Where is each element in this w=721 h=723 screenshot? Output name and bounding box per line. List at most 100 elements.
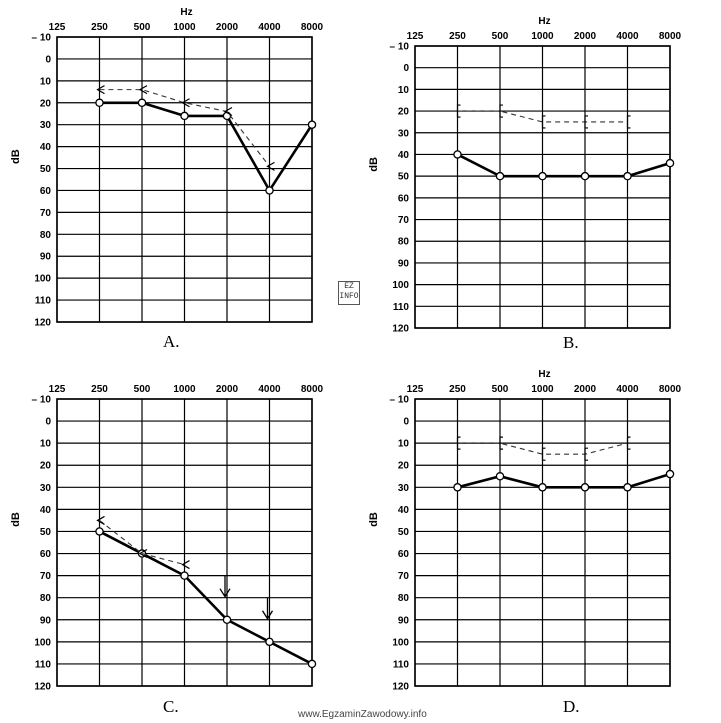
y-tick-label: 50 (40, 527, 52, 538)
panel-label-a: A. (163, 332, 180, 351)
series-line-dashed (457, 442, 628, 455)
audiogram-b: 125 250 500 1000 2000 4000 8000 – 10 0 10 20 30 40 50… (368, 16, 682, 335)
x-tick-label: 125 (49, 22, 66, 33)
x-tick-label: 1000 (531, 31, 554, 42)
data-point-circle (623, 171, 632, 181)
data-point-circle (453, 483, 462, 492)
y-tick-label: – 10 (390, 395, 410, 406)
series-c-2 (96, 515, 190, 570)
y-tick-label: 40 (40, 505, 52, 516)
y-tick-label: 80 (40, 593, 52, 604)
data-point-circle (222, 615, 232, 625)
x-axis-label: Hz (538, 16, 550, 27)
y-tick-label: 20 (398, 107, 410, 118)
panel-label-b: B. (563, 333, 579, 352)
data-point-circle (307, 659, 317, 669)
y-tick-label: 110 (35, 296, 52, 307)
audiogram-a: 125 250 500 1000 2000 4000 8000 – 10 0 10 20 30 40 50… (10, 7, 324, 329)
y-tick-label: 40 (398, 505, 410, 516)
ez-info-logo: EZ INFO (338, 281, 360, 305)
series-d-2 (456, 436, 631, 461)
data-point-arrow (138, 85, 148, 95)
x-tick-label: 500 (492, 384, 509, 395)
x-tick-label: 2000 (216, 22, 239, 33)
x-axis-label: Hz (538, 369, 550, 380)
data-point-circle (495, 472, 505, 481)
y-tick-label: 0 (45, 417, 51, 428)
x-tick-label: 2000 (574, 384, 597, 395)
y-tick-label: 20 (398, 461, 410, 472)
data-point-circle (580, 171, 590, 181)
y-tick-label: 50 (398, 172, 410, 183)
y-axis-label: dB (10, 512, 22, 527)
y-tick-label: 80 (398, 593, 410, 604)
data-point-bracket (584, 115, 588, 129)
y-tick-label: 120 (392, 324, 409, 335)
x-tick-label: 2000 (574, 31, 597, 42)
data-point-bracket (499, 436, 503, 450)
data-point-circle (453, 150, 462, 159)
x-tick-label: 1000 (173, 22, 196, 33)
data-point-arrow (223, 107, 233, 117)
data-point-circle (623, 483, 632, 492)
x-tick-label: 4000 (616, 31, 639, 42)
data-point-arrow (96, 85, 105, 95)
panel-label-d: D. (563, 697, 580, 716)
y-tick-label: 60 (40, 549, 52, 560)
x-tick-label: 250 (91, 384, 108, 395)
series-a-1 (95, 98, 317, 195)
y-tick-label: 70 (398, 215, 410, 226)
data-point-bracket (584, 447, 588, 461)
data-point-arrow (181, 98, 190, 108)
data-point-circle (222, 111, 232, 121)
data-point-circle (180, 111, 189, 121)
y-axis-label: dB (10, 149, 22, 164)
data-point-circle (180, 571, 189, 580)
data-point-bracket (456, 104, 461, 118)
series-line-dashed (99, 519, 185, 566)
data-point-circle (538, 171, 547, 181)
y-tick-label: 70 (398, 571, 410, 582)
data-point-bracket (499, 104, 503, 118)
series-line (456, 153, 671, 178)
y-tick-label: 70 (40, 208, 52, 219)
y-tick-label: 90 (398, 258, 410, 269)
y-tick-label: 30 (398, 128, 410, 139)
data-point-down-arrow (261, 597, 274, 620)
data-point-arrow (181, 560, 190, 570)
y-tick-label: 10 (398, 85, 410, 96)
data-point-circle (580, 483, 590, 492)
data-point-circle (495, 171, 505, 181)
y-tick-label: 80 (40, 230, 52, 241)
data-point-circle (265, 186, 274, 195)
data-point-circle (665, 158, 675, 168)
x-tick-label: 4000 (258, 22, 281, 33)
plot-frame (414, 398, 671, 687)
y-tick-label: 20 (40, 98, 52, 109)
watermark-text: www.EgzaminZawodowy.info (298, 709, 427, 720)
data-point-bracket (456, 436, 461, 450)
audiogram-d: 125 250 500 1000 2000 4000 8000 – 10 0 10 20 30 40 50… (368, 369, 682, 693)
y-tick-label: 10 (40, 76, 52, 87)
x-tick-label: 4000 (616, 384, 639, 395)
y-tick-label: 110 (35, 659, 52, 670)
x-tick-label: 500 (134, 384, 151, 395)
series-line-dashed (99, 89, 270, 167)
audiogram-c: 125 250 500 1000 2000 4000 8000 – 10 0 10 20 30 40 50… (10, 384, 324, 693)
data-point-bracket (541, 115, 546, 129)
data-point-down-arrow (219, 575, 231, 598)
grid-a (56, 36, 313, 323)
y-tick-label: 60 (398, 193, 410, 204)
series-c-3 (219, 575, 274, 620)
y-tick-label: 50 (398, 527, 410, 538)
y-tick-label: – 10 (32, 395, 52, 406)
series-a-2 (96, 85, 275, 171)
data-point-circle (538, 483, 547, 492)
data-point-circle (307, 120, 317, 129)
plot-frame (56, 36, 313, 323)
x-tick-label: 8000 (301, 22, 324, 33)
y-axis-label: dB (368, 157, 380, 172)
y-tick-label: 60 (40, 186, 52, 197)
y-tick-label: 90 (40, 615, 52, 626)
y-tick-label: 100 (34, 274, 51, 285)
